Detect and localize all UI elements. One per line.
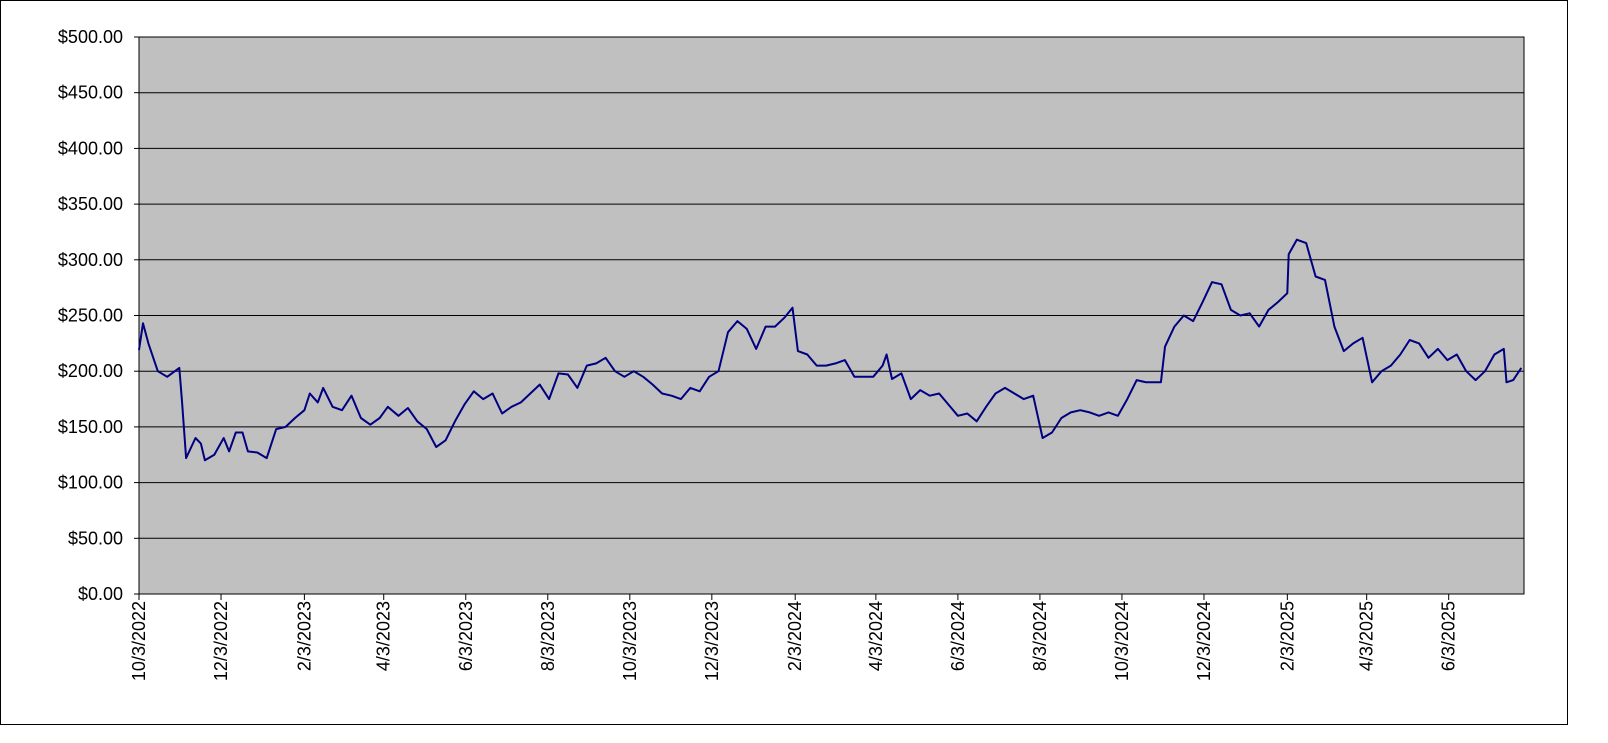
- layer: $0.00 $50.00 $100.00 $150.00 $200.00 $250.00 $…: [58, 27, 1524, 681]
- x-tick-label: 2/3/2023: [294, 601, 314, 671]
- x-tick-label: 2/3/2024: [785, 601, 805, 671]
- y-tick-label: $100.00: [58, 473, 123, 493]
- y-tick-label: $450.00: [58, 83, 123, 103]
- x-tick-label: 8/3/2023: [538, 601, 558, 671]
- x-tick-label: 12/3/2023: [702, 601, 722, 681]
- x-tick-label: 4/3/2025: [1357, 601, 1377, 671]
- x-tick-label: 12/3/2022: [211, 601, 231, 681]
- price-line: [138, 238, 1523, 462]
- x-tick-label: 8/3/2024: [1030, 601, 1050, 671]
- y-tick-label: $0.00: [78, 584, 123, 604]
- y-tick-label: $300.00: [58, 250, 123, 270]
- y-tick-label: $500.00: [58, 27, 123, 47]
- x-tick-label: 6/3/2024: [948, 601, 968, 671]
- x-tick-label: 2/3/2025: [1277, 601, 1297, 671]
- x-tick-label: 10/3/2024: [1112, 601, 1132, 681]
- x-tick-label: 4/3/2024: [866, 601, 886, 671]
- x-tick-label: 6/3/2025: [1439, 601, 1459, 671]
- y-tick-label: $400.00: [58, 138, 123, 158]
- y-tick-label: $350.00: [58, 194, 123, 214]
- x-tick-label: 10/3/2023: [620, 601, 640, 681]
- y-tick-label: $250.00: [58, 306, 123, 326]
- y-tick-label: $200.00: [58, 361, 123, 381]
- x-tick-label: 4/3/2023: [374, 601, 394, 671]
- y-tick-label: $50.00: [68, 528, 123, 548]
- x-tick-label: 10/3/2022: [129, 601, 149, 681]
- x-tick-label: 12/3/2024: [1194, 601, 1214, 681]
- x-tick-label: 6/3/2023: [456, 601, 476, 671]
- y-tick-label: $150.00: [58, 417, 123, 437]
